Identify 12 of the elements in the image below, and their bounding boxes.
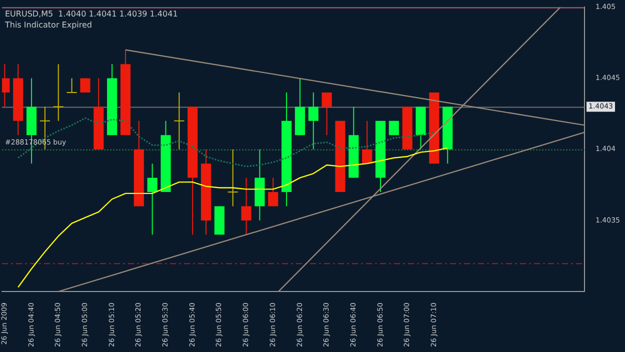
candlestick <box>52 64 64 122</box>
candlestick <box>268 177 278 207</box>
candlestick <box>66 78 78 93</box>
candlestick <box>147 163 158 236</box>
candlestick <box>174 92 185 150</box>
candlestick <box>362 120 372 164</box>
candlestick <box>227 148 238 207</box>
candlestick <box>322 92 332 136</box>
chart-title: EURUSD,M5 1.4040 1.4041 1.4039 1.4041 <box>5 9 178 18</box>
annotation: This Indicator Expired <box>4 20 92 30</box>
candlestick <box>308 92 318 150</box>
candlestick <box>241 177 252 236</box>
